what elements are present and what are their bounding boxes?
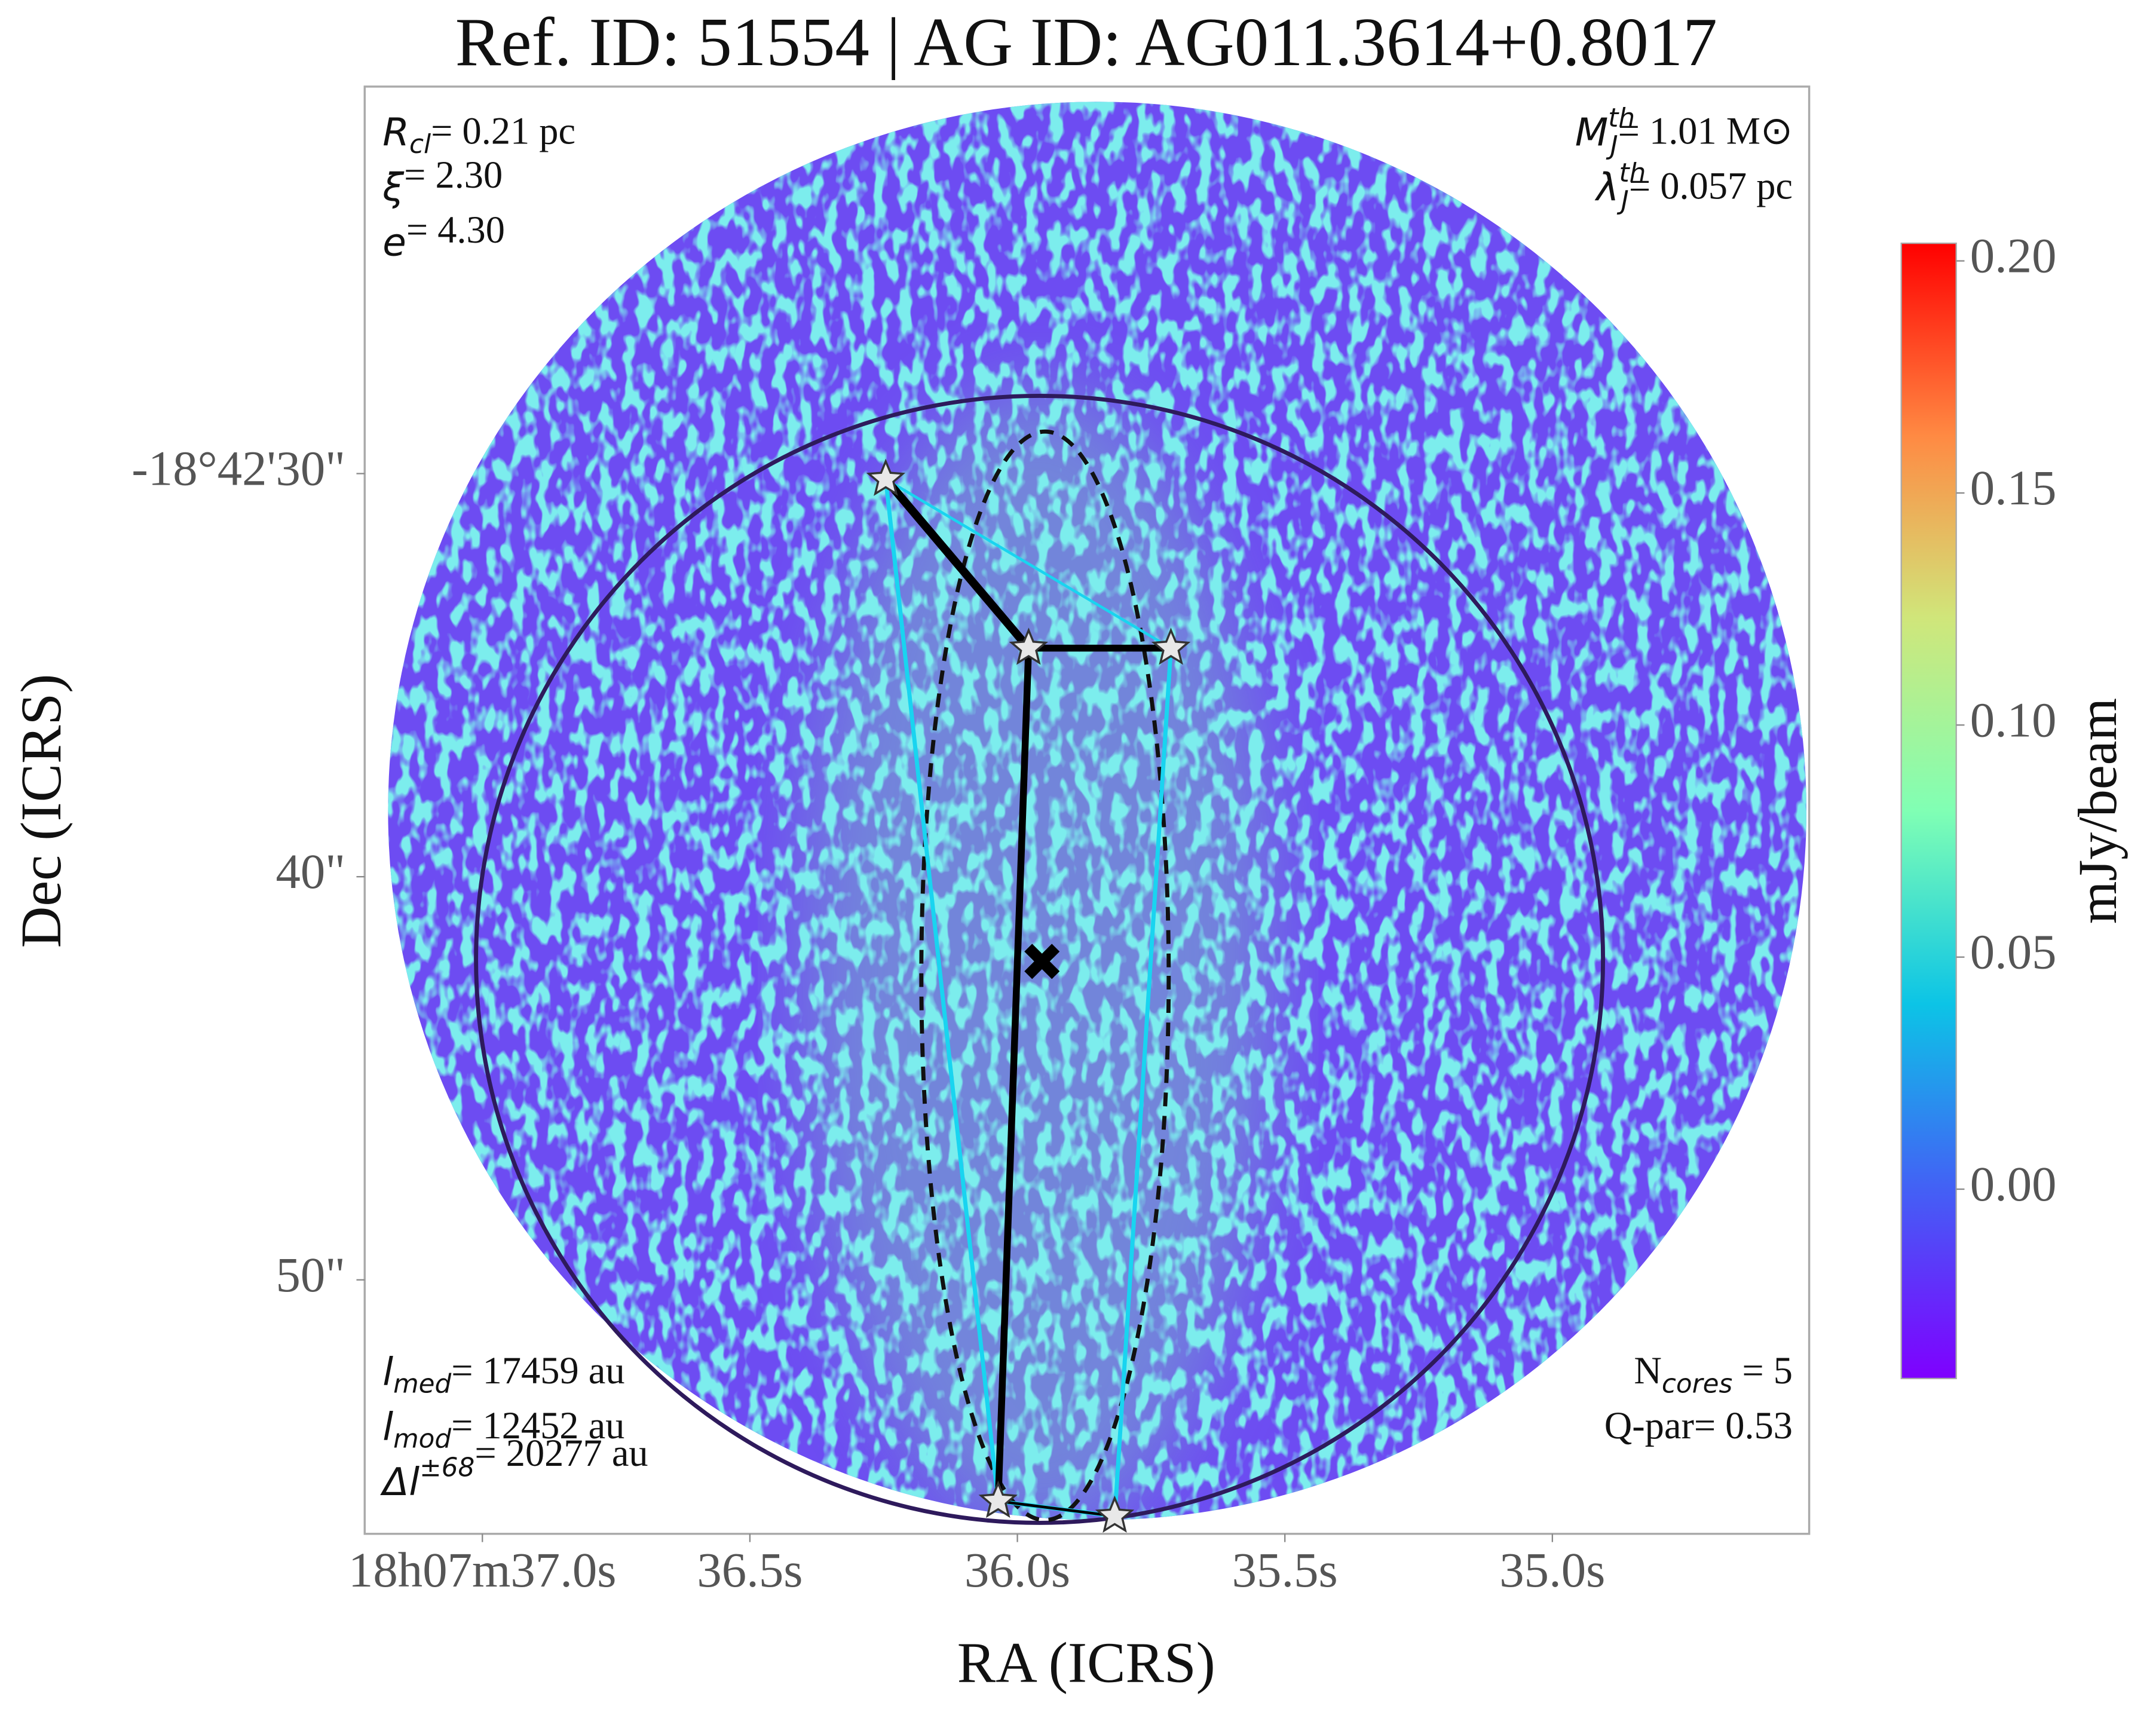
y-tick-label: 40" — [275, 844, 345, 899]
annotation-sym: Δl — [379, 1460, 419, 1505]
annotation: Mth J= 1.01 M⊙ — [1575, 103, 1793, 161]
annotation-sup: th — [1619, 158, 1646, 188]
colorbar-tick-label: 0.10 — [1970, 692, 2057, 747]
image-area — [388, 102, 1806, 1533]
colorbar-tick-label: 0.15 — [1970, 460, 2057, 515]
intensity-map — [388, 102, 1806, 1520]
fit-ellipse — [919, 429, 1171, 1523]
annotation: ξ= 2.30 — [382, 154, 503, 210]
annotation-rest: = 17459 au — [451, 1349, 624, 1392]
annotation: Δl±68= 20277 au — [379, 1432, 648, 1505]
mst-edge — [994, 648, 1033, 1502]
annotation-sub: mod — [393, 1423, 451, 1454]
annotation-sym: l — [382, 1350, 393, 1395]
annotation: Ncores = 5 — [1634, 1349, 1793, 1399]
axes-frame — [363, 85, 1811, 1535]
annotation-sym: M — [1575, 110, 1609, 155]
annotation-sup: th — [1608, 103, 1635, 133]
center-marker — [1024, 944, 1060, 979]
annotation-rest: = 12452 au — [451, 1404, 624, 1447]
x-tick-label: 36.0s — [964, 1542, 1070, 1597]
annotation: λth J= 0.057 pc — [1594, 158, 1793, 216]
annotation-sub: med — [393, 1368, 451, 1399]
annotation-sym: l — [382, 1405, 393, 1450]
annotation-rest: = 0.21 pc — [431, 109, 575, 152]
annotation-rest: = 4.30 — [406, 209, 505, 251]
chart-title: Ref. ID: 51554 | AG ID: AG011.3614+0.801… — [455, 4, 1717, 80]
annotation-sub: cl — [409, 129, 431, 160]
mst-edge — [998, 1499, 1115, 1518]
annotation: e= 4.30 — [382, 209, 505, 265]
annotation-rest: = 1.01 M⊙ — [1618, 109, 1793, 152]
annotation-rest: = 0.057 pc — [1629, 164, 1793, 207]
colorbar-tick-label: 0.00 — [1970, 1156, 2057, 1211]
y-axis-label: Dec (ICRS) — [9, 674, 73, 948]
annotation-sym: R — [382, 110, 409, 155]
colorbar-tick-label: 0.05 — [1970, 924, 2057, 979]
annotation-rest: = 20277 au — [474, 1432, 648, 1474]
x-tick-label: 36.5s — [697, 1542, 803, 1597]
x-tick-label: 18h07m37.0s — [348, 1542, 617, 1597]
core-marker — [866, 458, 906, 496]
x-tick-label: 35.5s — [1232, 1542, 1338, 1597]
core-marker — [1151, 627, 1191, 665]
x-axis-label: RA (ICRS) — [957, 1630, 1215, 1694]
annotation-rest: N — [1634, 1349, 1662, 1392]
y-tick-label: 50" — [275, 1247, 345, 1302]
annotation-rest2: = 5 — [1732, 1349, 1793, 1392]
annotation-sup: ±68 — [419, 1453, 474, 1483]
y-tick-label: -18°42'30" — [131, 441, 345, 496]
annotation: lmed= 17459 au — [382, 1349, 624, 1399]
mst-edge — [883, 476, 1032, 651]
annotation: Q-par= 0.53 — [1604, 1404, 1793, 1447]
annotation-sym: λ — [1594, 165, 1619, 210]
annotation-sym: ξ — [382, 165, 405, 210]
colorbar-label: mJy/beam — [2067, 698, 2128, 924]
x-tick-label: 35.0s — [1499, 1542, 1605, 1597]
colorbar-tick-label: 0.20 — [1970, 228, 2057, 283]
core-marker — [1095, 1495, 1135, 1533]
annotation-rest: Q-par= 0.53 — [1604, 1404, 1793, 1447]
annotation-sym: e — [382, 220, 406, 265]
cluster-circle — [474, 393, 1606, 1525]
annotation: lmod= 12452 au — [382, 1404, 624, 1454]
annotation-sub: cores — [1662, 1368, 1732, 1399]
colorbar — [1900, 242, 1957, 1380]
hull-chord — [885, 478, 1172, 650]
overlay — [866, 458, 1191, 1533]
annotation: Rcl= 0.21 pc — [382, 109, 575, 160]
core-marker — [1009, 627, 1049, 665]
annotation-rest: = 2.30 — [404, 154, 503, 196]
core-marker — [978, 1480, 1018, 1518]
